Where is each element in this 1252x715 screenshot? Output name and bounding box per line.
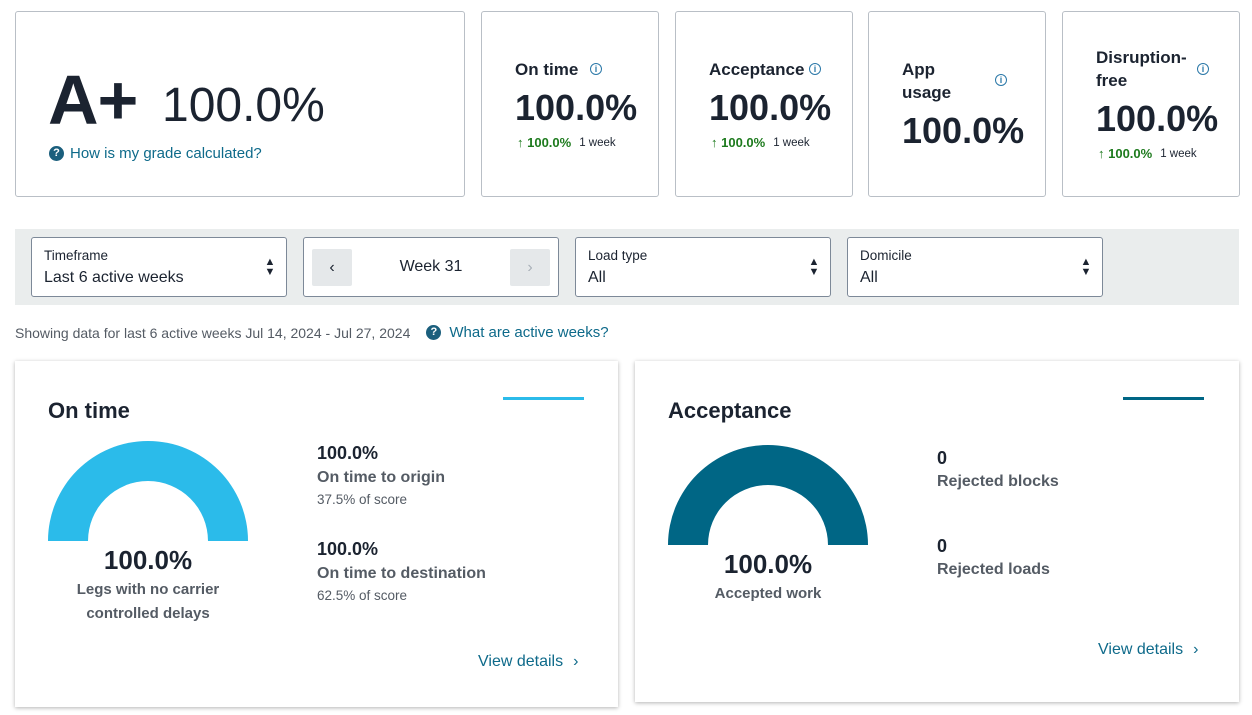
data-range-text: Showing data for last 6 active weeks Jul… (15, 324, 411, 341)
active-weeks-link-text: What are active weeks? (449, 324, 609, 341)
view-details-text: View details (478, 653, 564, 670)
chevron-right-icon: › (573, 653, 579, 670)
domicile-select[interactable]: Domicile All ▲ ▼ (847, 237, 1103, 297)
timeframe-select[interactable]: Timeframe Last 6 active weeks ▲ ▼ (31, 237, 287, 297)
on-time-panel: On time 100.0% Legs with no carrier cont… (15, 361, 618, 707)
updown-caret-icon: ▲ ▼ (1080, 256, 1092, 278)
grade-letter: A+ (48, 61, 138, 139)
panel-title: Acceptance (668, 398, 792, 423)
metric-title-line2: usage (902, 83, 952, 102)
stat-sub: 62.5% of score (317, 588, 408, 603)
gauge-label-line1: Legs with no carrier (76, 581, 220, 598)
grade-card: A+ 100.0% ? How is my grade calculated? (15, 11, 465, 197)
gauge-fill (668, 445, 868, 545)
metric-card-on-time: On time i 100.0% ↑ 100.0% 1 week (481, 11, 659, 197)
stat-value: 0 (937, 536, 948, 556)
help-icon: ? (49, 146, 64, 161)
trend-up: ↑ 100.0% (711, 135, 766, 150)
metric-card-acceptance: Acceptance i 100.0% ↑ 100.0% 1 week (675, 11, 853, 197)
gauge-value: 100.0% (103, 545, 193, 575)
info-icon[interactable]: i (1197, 63, 1209, 75)
metric-card-app-usage: App usage i 100.0% (868, 11, 1046, 197)
metric-title-line2: free (1096, 71, 1128, 90)
panel-accent-line (1123, 397, 1204, 400)
view-details-link[interactable]: View details › (478, 653, 578, 671)
panel-title: On time (48, 398, 130, 423)
gauge-fill (48, 441, 248, 541)
stat-label: On time to origin (317, 469, 445, 486)
gauge-value: 100.0% (723, 549, 813, 579)
metric-value: 100.0% (1096, 98, 1219, 139)
select-label: Timeframe (44, 248, 109, 263)
select-label: Load type (588, 248, 648, 263)
data-range-info: Showing data for last 6 active weeks Jul… (15, 324, 609, 341)
metric-trend: ↑ 100.0% 1 week (1098, 146, 1197, 161)
trend-period: 1 week (773, 136, 810, 149)
metric-value: 100.0% (709, 87, 832, 128)
updown-caret-icon: ▲ ▼ (808, 256, 820, 278)
metric-title: On time (515, 60, 579, 79)
stat-value: 0 (937, 448, 948, 468)
metric-title-line1: App (902, 60, 936, 79)
trend-up: ↑ 100.0% (517, 135, 572, 150)
gauge-label: Legs with no carrier controlled delays (48, 578, 248, 626)
gauge-label-line2: controlled delays (86, 605, 210, 622)
metric-card-disruption-free: Disruption- free i 100.0% ↑ 100.0% 1 wee… (1062, 11, 1240, 197)
metric-trend: ↑ 100.0% 1 week (517, 135, 616, 150)
help-icon: ? (426, 325, 442, 340)
active-weeks-link[interactable]: ? What are active weeks? (426, 324, 609, 341)
stat-value: 100.0% (317, 443, 379, 463)
stat-label: Rejected blocks (937, 473, 1059, 490)
on-time-gauge (48, 441, 248, 541)
acceptance-gauge (668, 445, 868, 545)
info-icon[interactable]: i (590, 63, 602, 75)
load-type-select[interactable]: Load type All ▲ ▼ (575, 237, 831, 297)
grade-help-text: How is my grade calculated? (70, 145, 262, 162)
trend-period: 1 week (1160, 147, 1197, 160)
select-value: All (588, 269, 606, 286)
filter-bar: Timeframe Last 6 active weeks ▲ ▼ ‹ Week … (15, 229, 1239, 305)
prev-week-button[interactable]: ‹ (312, 249, 352, 286)
updown-caret-icon: ▲ ▼ (264, 256, 276, 278)
week-label: Week 31 (399, 258, 463, 275)
week-selector: ‹ Week 31 › (303, 237, 559, 297)
metric-title: Acceptance (709, 60, 805, 79)
next-week-button[interactable]: › (510, 249, 550, 286)
grade-help-link[interactable]: ? How is my grade calculated? (49, 145, 262, 162)
stat-label: Rejected loads (937, 561, 1050, 578)
grade-percent: 100.0% (162, 79, 325, 132)
select-value: All (860, 269, 878, 286)
select-value: Last 6 active weeks (44, 269, 184, 286)
acceptance-panel: Acceptance 100.0% Accepted work 0 Reject… (635, 361, 1239, 702)
trend-period: 1 week (579, 136, 616, 149)
metric-title: Disruption- free (1096, 46, 1187, 92)
panel-accent-line (503, 397, 584, 400)
stat-sub: 37.5% of score (317, 492, 408, 507)
metric-title: App usage (902, 58, 951, 104)
stat-value: 100.0% (317, 539, 379, 559)
gauge-label: Accepted work (714, 585, 822, 602)
view-details-link[interactable]: View details › (1098, 641, 1198, 659)
metric-value: 100.0% (902, 110, 1025, 151)
chevron-right-icon: › (1193, 641, 1199, 658)
metric-value: 100.0% (515, 87, 638, 128)
stat-label: On time to destination (317, 565, 486, 582)
view-details-text: View details (1098, 641, 1184, 658)
metric-trend: ↑ 100.0% 1 week (711, 135, 810, 150)
metric-title-line1: Disruption- (1096, 48, 1187, 67)
trend-up: ↑ 100.0% (1098, 146, 1153, 161)
info-icon[interactable]: i (809, 63, 821, 75)
info-icon[interactable]: i (995, 74, 1007, 86)
select-label: Domicile (860, 248, 912, 263)
